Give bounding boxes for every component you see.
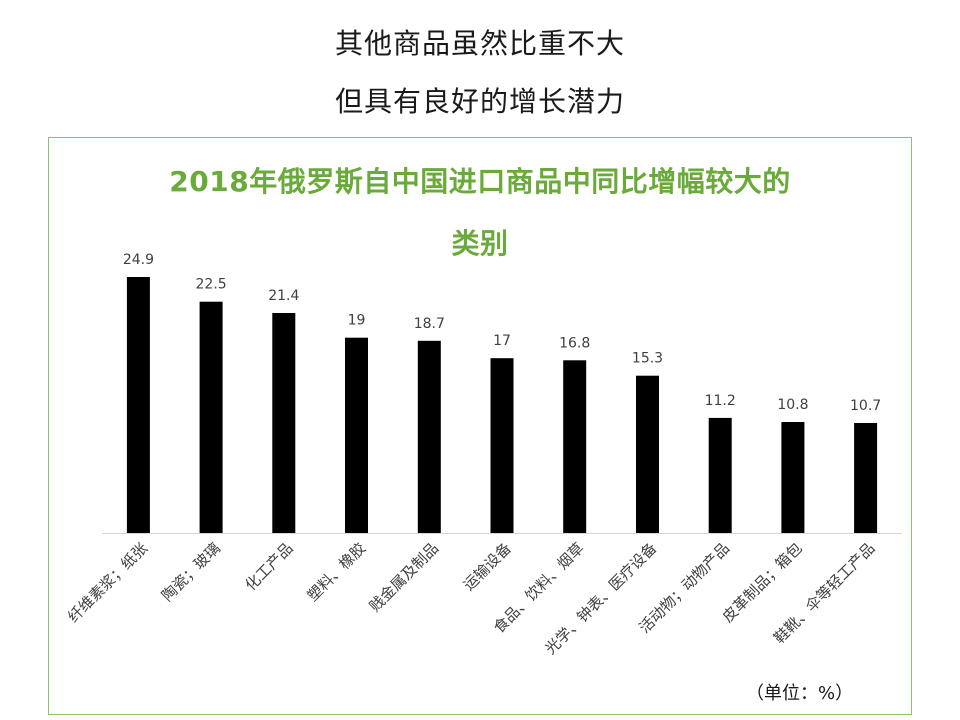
bar: [708, 417, 732, 533]
category-label: 纤维素浆；纸张: [64, 539, 151, 626]
data-label: 15.3: [632, 351, 663, 367]
chart-title-line-2: 类别: [451, 227, 509, 260]
data-label: 16.8: [559, 335, 590, 351]
bar: [417, 340, 441, 533]
bar: [854, 423, 878, 533]
bar: [199, 301, 223, 533]
bar: [490, 358, 514, 533]
category-label: 塑料、橡胶: [304, 539, 370, 605]
bar: [636, 375, 659, 533]
headline-line-2: 但具有良好的增长潜力: [334, 85, 625, 118]
data-label: 24.9: [123, 252, 154, 268]
category-label: 化工产品: [241, 539, 296, 594]
data-label: 10.7: [850, 398, 881, 414]
data-label: 17: [493, 333, 511, 349]
data-label: 21.4: [268, 288, 299, 304]
bar: [345, 337, 368, 533]
unit-note: （单位：%）: [746, 683, 854, 704]
data-label: 11.2: [705, 393, 736, 409]
data-label: 10.8: [777, 397, 808, 413]
bar: [126, 277, 150, 533]
bar: [272, 313, 296, 533]
data-label: 18.7: [414, 316, 445, 332]
category-label: 陶瓷；玻璃: [158, 539, 224, 605]
category-label: 贱金属及制品: [366, 539, 442, 615]
data-label: 19: [348, 313, 366, 329]
headline-line-1: 其他商品虽然比重不大: [334, 27, 625, 60]
category-label: 运输设备: [460, 539, 515, 594]
chart-title-line-1: 2018年俄罗斯自中国进口商品中同比增幅较大的: [169, 165, 791, 198]
chart-frame: [48, 137, 912, 715]
data-label: 22.5: [196, 277, 227, 293]
bar: [781, 422, 805, 533]
bar: [563, 360, 587, 533]
